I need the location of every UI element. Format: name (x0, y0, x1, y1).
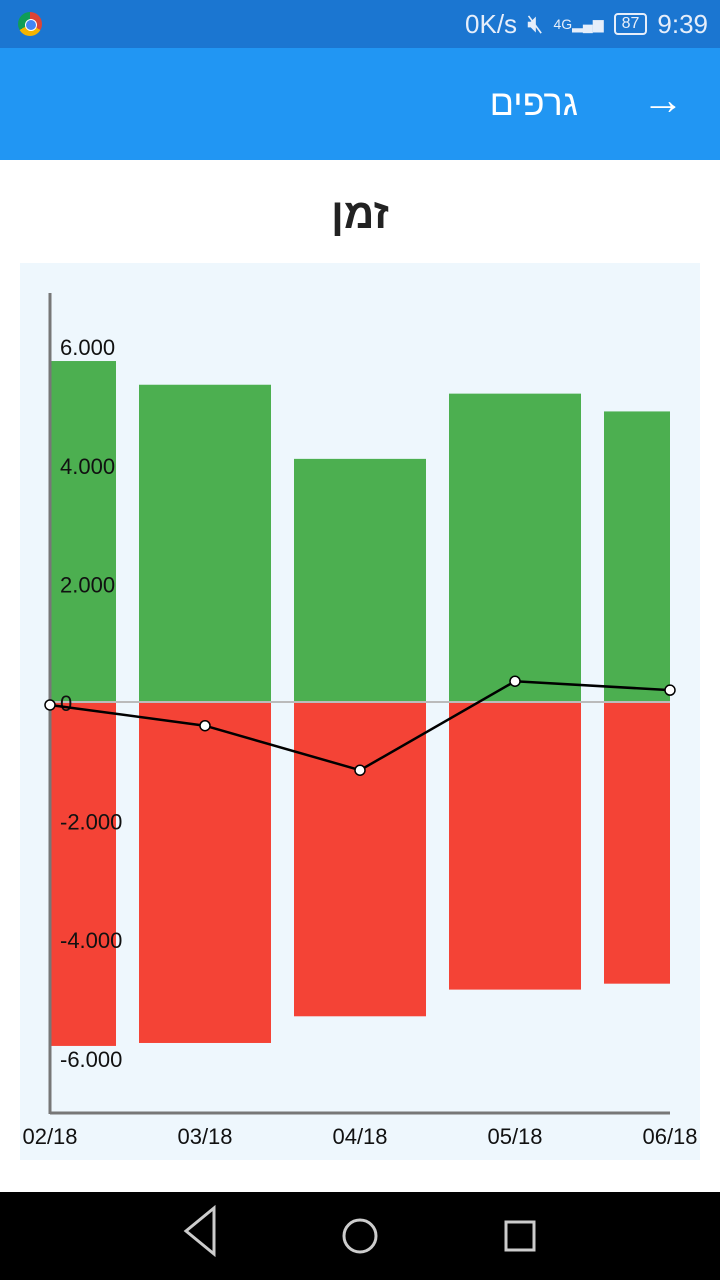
y-tick-label: -4.000 (60, 928, 122, 953)
recents-icon[interactable] (504, 1220, 536, 1252)
status-bar: 0K/s 🔇︎ 4G▂▄▆ 87 9:39 (0, 0, 720, 48)
chrome-icon (18, 12, 42, 36)
app-bar: גרפים → (0, 48, 720, 160)
chart: 6.000 4.000 2.000 0 -2.000 -4.000 -6.000 02/18 0… (20, 263, 700, 1160)
mute-icon: 🔇︎ (527, 8, 544, 38)
x-tick-label: 05/18 (487, 1124, 542, 1149)
x-tick-label: 02/18 (22, 1124, 77, 1149)
network-speed: 0K/s (465, 8, 518, 39)
bar-negative-04/18 (294, 702, 426, 1017)
bar-positive-05/18 (449, 393, 581, 702)
navigation-bar (0, 1192, 720, 1280)
bar-negative-02/18 (50, 702, 116, 1046)
battery-icon: 87 (613, 13, 648, 35)
chart-title: זמן (331, 190, 389, 237)
y-tick-label: 6.000 (60, 335, 115, 360)
bar-negative-06/18 (604, 702, 670, 984)
line-point-04/18 (354, 764, 366, 776)
home-icon[interactable] (342, 1218, 378, 1254)
signal-icon: 4G▂▄▆ (553, 15, 604, 32)
x-tick-label: 03/18 (177, 1124, 232, 1149)
bar-positive-02/18 (50, 361, 116, 702)
bar-negative-05/18 (449, 702, 581, 990)
x-tick-label: 04/18 (332, 1124, 387, 1149)
y-tick-label: 2.000 (60, 572, 115, 597)
y-tick-label: -2.000 (60, 810, 122, 835)
clock: 9:39 (657, 8, 708, 39)
y-tick-label: -6.000 (60, 1047, 122, 1072)
y-tick-label: 0 (60, 691, 72, 716)
line-point-06/18 (664, 684, 676, 696)
page-title: גרפים (489, 82, 578, 123)
y-tick-label: 4.000 (60, 454, 115, 479)
bar-positive-03/18 (139, 384, 271, 702)
bar-negative-03/18 (139, 702, 271, 1043)
line-point-03/18 (199, 719, 211, 732)
back-icon[interactable] (183, 1204, 216, 1258)
bar-positive-04/18 (294, 458, 426, 702)
arrow-right-icon[interactable]: → (642, 76, 684, 123)
x-tick-label: 06/18 (642, 1124, 697, 1149)
line-point-02/18 (44, 699, 56, 711)
line-point-05/18 (509, 675, 521, 687)
bar-positive-06/18 (604, 411, 670, 702)
